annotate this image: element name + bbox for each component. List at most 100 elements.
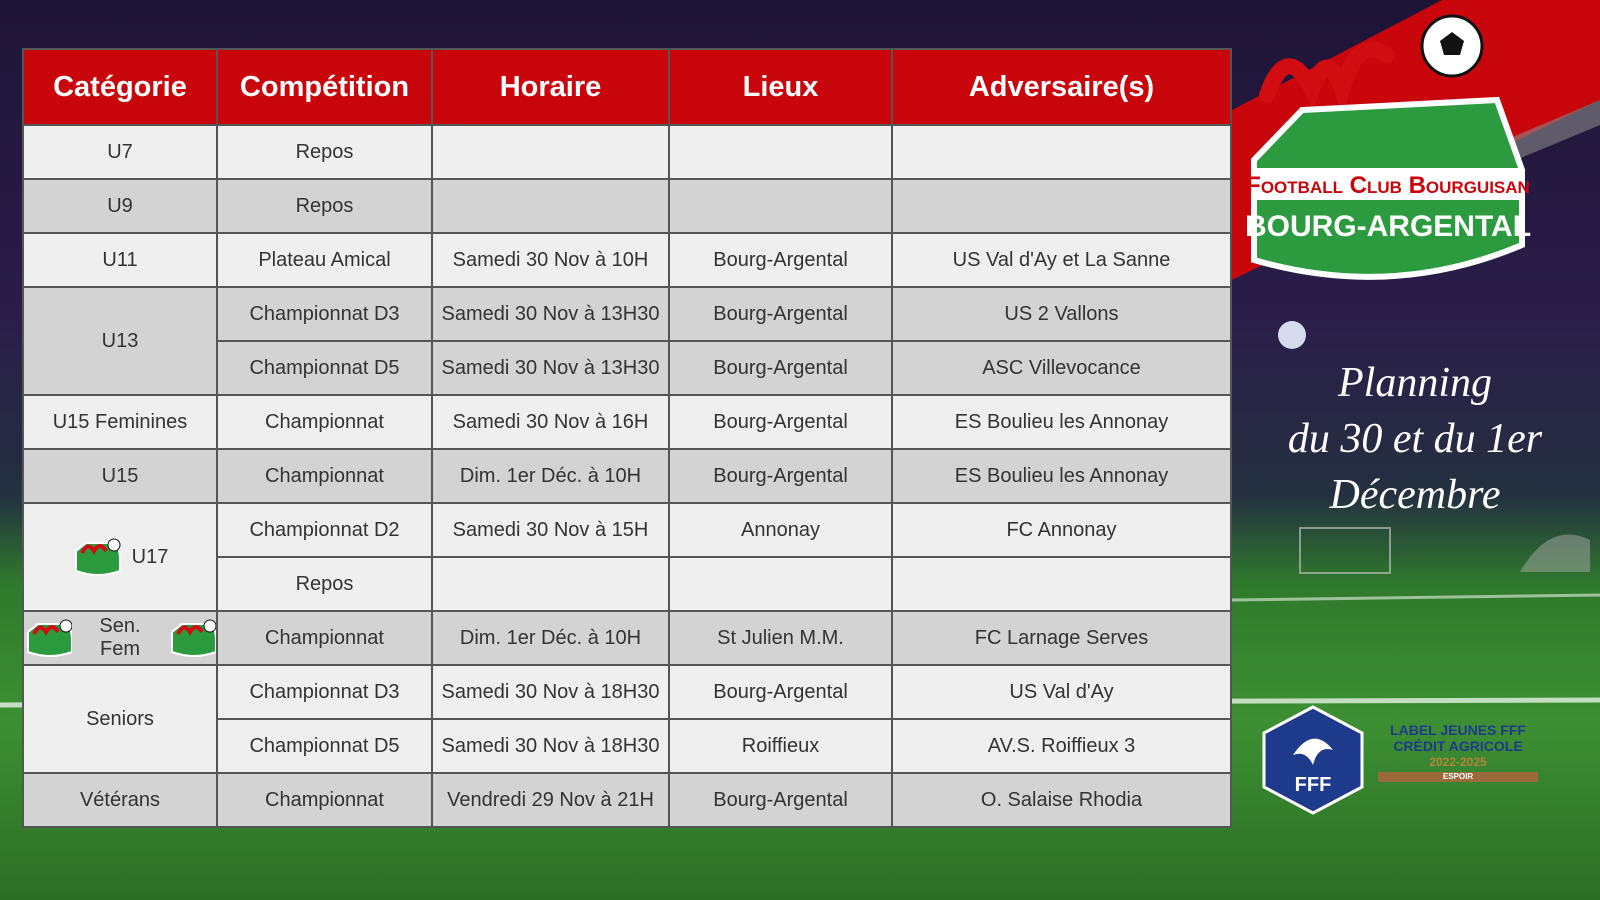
category-wrap: U7 [24, 141, 216, 164]
schedule-row: Sen. Fem Championnat Dim. 1er Déc. à 10H St… [22, 610, 1232, 666]
schedule-cell: Championnat [216, 394, 433, 450]
category-text: Sen. Fem [99, 615, 141, 660]
category-wrap: Vétérans [24, 789, 216, 812]
schedule-cell: Vendredi 29 Nov à 21H [431, 772, 670, 828]
category-wrap: U13 [24, 330, 216, 353]
empty-cell [891, 124, 1232, 180]
category-text: U15 [101, 464, 139, 487]
schedule-cell: Bourg-Argental [668, 772, 893, 828]
schedule-cell: Roiffieux [668, 718, 893, 774]
schedule-cell: Bourg-Argental [668, 448, 893, 504]
schedule-cell: St Julien M.M. [668, 610, 893, 666]
schedule-cell: US Val d'Ay [891, 664, 1232, 720]
header-cell: Lieux [668, 48, 893, 126]
schedule-cell: Annonay [668, 502, 893, 558]
schedule-cell: Samedi 30 Nov à 16H [431, 394, 670, 450]
category-wrap: Sen. Fem [24, 615, 216, 661]
empty-cell [668, 556, 893, 612]
category-wrap: U15 Feminines [24, 411, 216, 434]
schedule-cell: Samedi 30 Nov à 18H30 [431, 664, 670, 720]
category-text: U11 [102, 248, 138, 271]
planning-title: Planning du 30 et du 1er Décembre [1250, 355, 1580, 523]
club-logo: Football Club Bourguisan BOURG-ARGENTAL [1232, 0, 1600, 280]
schedule-cell: Samedi 30 Nov à 13H30 [431, 286, 670, 342]
category-wrap: U15 [24, 465, 216, 488]
empty-cell [431, 178, 670, 234]
schedule-row: U9 Repos [22, 178, 1232, 234]
category-cell: U15 [22, 448, 218, 504]
category-text: Seniors [86, 707, 154, 730]
schedule-cell: Bourg-Argental [668, 340, 893, 396]
schedule-row: Repos [23, 556, 1232, 612]
category-cell: U7 [22, 124, 218, 180]
schedule-cell: Repos [216, 178, 433, 234]
label-line: CRÉDIT AGRICOLE [1393, 738, 1523, 754]
category-cell: U17 [22, 502, 218, 612]
schedule-cell: Dim. 1er Déc. à 10H [431, 610, 670, 666]
category-text: U17 [131, 545, 169, 568]
empty-cell [891, 178, 1232, 234]
schedule-cell: O. Salaise Rhodia [891, 772, 1232, 828]
schedule-cell: Repos [216, 124, 433, 180]
ball-patch [1440, 32, 1464, 55]
fff-text: FFF [1295, 774, 1332, 796]
schedule-row: U15 Feminines Championnat Samedi 30 Nov à … [22, 394, 1232, 450]
category-wrap: U9 [24, 195, 216, 218]
schedule-cell: Samedi 30 Nov à 13H30 [431, 340, 670, 396]
schedule-cell: Bourg-Argental [668, 232, 893, 288]
header-cell: Horaire [431, 48, 670, 126]
club-town: BOURG-ARGENTAL [1245, 210, 1531, 243]
schedule-row: Championnat D5 Samedi 30 Nov à 13H30 Bourg… [23, 340, 1232, 396]
category-cell: U15 Feminines [22, 394, 218, 450]
empty-cell [431, 124, 670, 180]
logo-band [1254, 168, 1522, 200]
schedule-cell: Championnat D3 [216, 286, 433, 342]
empty-cell [891, 556, 1232, 612]
category-cell: U13 [22, 286, 218, 396]
category-cell: Seniors [22, 664, 218, 774]
schedule-cell: AV.S. Roiffieux 3 [891, 718, 1232, 774]
schedule-cell: Bourg-Argental [668, 394, 893, 450]
category-text: U9 [107, 194, 133, 217]
header-row: Catégorie Compétition Horaire Lieux Adversai… [22, 48, 1232, 126]
empty-cell [668, 124, 893, 180]
schedule-cell: Championnat [216, 448, 433, 504]
fff-badge: FFF [1262, 705, 1364, 815]
schedule-row: Championnat D5 Samedi 30 Nov à 18H30 Roiff… [23, 718, 1232, 774]
schedule-row: U7 Repos [22, 124, 1232, 180]
label-level: ESPOIR [1378, 772, 1538, 782]
category-wrap: U11 [24, 249, 216, 272]
schedule-row: U13 Championnat D3 Samedi 30 Nov à 13H30 Bo… [22, 286, 1232, 396]
schedule-cell: Bourg-Argental [668, 286, 893, 342]
schedule-cell: Repos [216, 556, 433, 612]
schedule-cell: US 2 Vallons [891, 286, 1232, 342]
schedule-cell: ES Boulieu les Annonay [891, 394, 1232, 450]
label-box: LABEL JEUNES FFF CRÉDIT AGRICOLE 2022-20… [1378, 722, 1538, 782]
label-line: LABEL JEUNES FFF [1390, 722, 1526, 738]
mini-logo [74, 538, 121, 576]
schedule-cell: ES Boulieu les Annonay [891, 448, 1232, 504]
schedule-row: U17 Championnat D2 Samedi 30 Nov à 15H Anno… [22, 502, 1232, 612]
category-text: U7 [107, 140, 133, 163]
schedule-cell: FC Larnage Serves [891, 610, 1232, 666]
schedule-cell: FC Annonay [891, 502, 1232, 558]
header-cell: Adversaire(s) [891, 48, 1232, 126]
club-name: Football Club Bourguisan [1246, 172, 1530, 199]
header-cell: Catégorie [22, 48, 218, 126]
schedule-cell: Championnat D3 [216, 664, 433, 720]
schedule-cell: Championnat D2 [216, 502, 433, 558]
schedule-cell: Dim. 1er Déc. à 10H [431, 448, 670, 504]
schedule-cell: ASC Villevocance [891, 340, 1232, 396]
category-cell: U11 [22, 232, 218, 288]
category-text: Vétérans [79, 788, 161, 811]
schedule-cell: Championnat D5 [216, 340, 433, 396]
planning-line: Décembre [1329, 472, 1501, 518]
logo-arcs [1259, 41, 1395, 118]
category-wrap: U17 [24, 537, 216, 577]
planning-line: du 30 et du 1er [1287, 416, 1543, 462]
schedule-row: Vétérans Championnat Vendredi 29 Nov à 21H… [22, 772, 1232, 828]
label-years: 2022-2025 [1429, 755, 1487, 769]
schedule-cell: Samedi 30 Nov à 18H30 [431, 718, 670, 774]
header-cell: Compétition [216, 48, 433, 126]
